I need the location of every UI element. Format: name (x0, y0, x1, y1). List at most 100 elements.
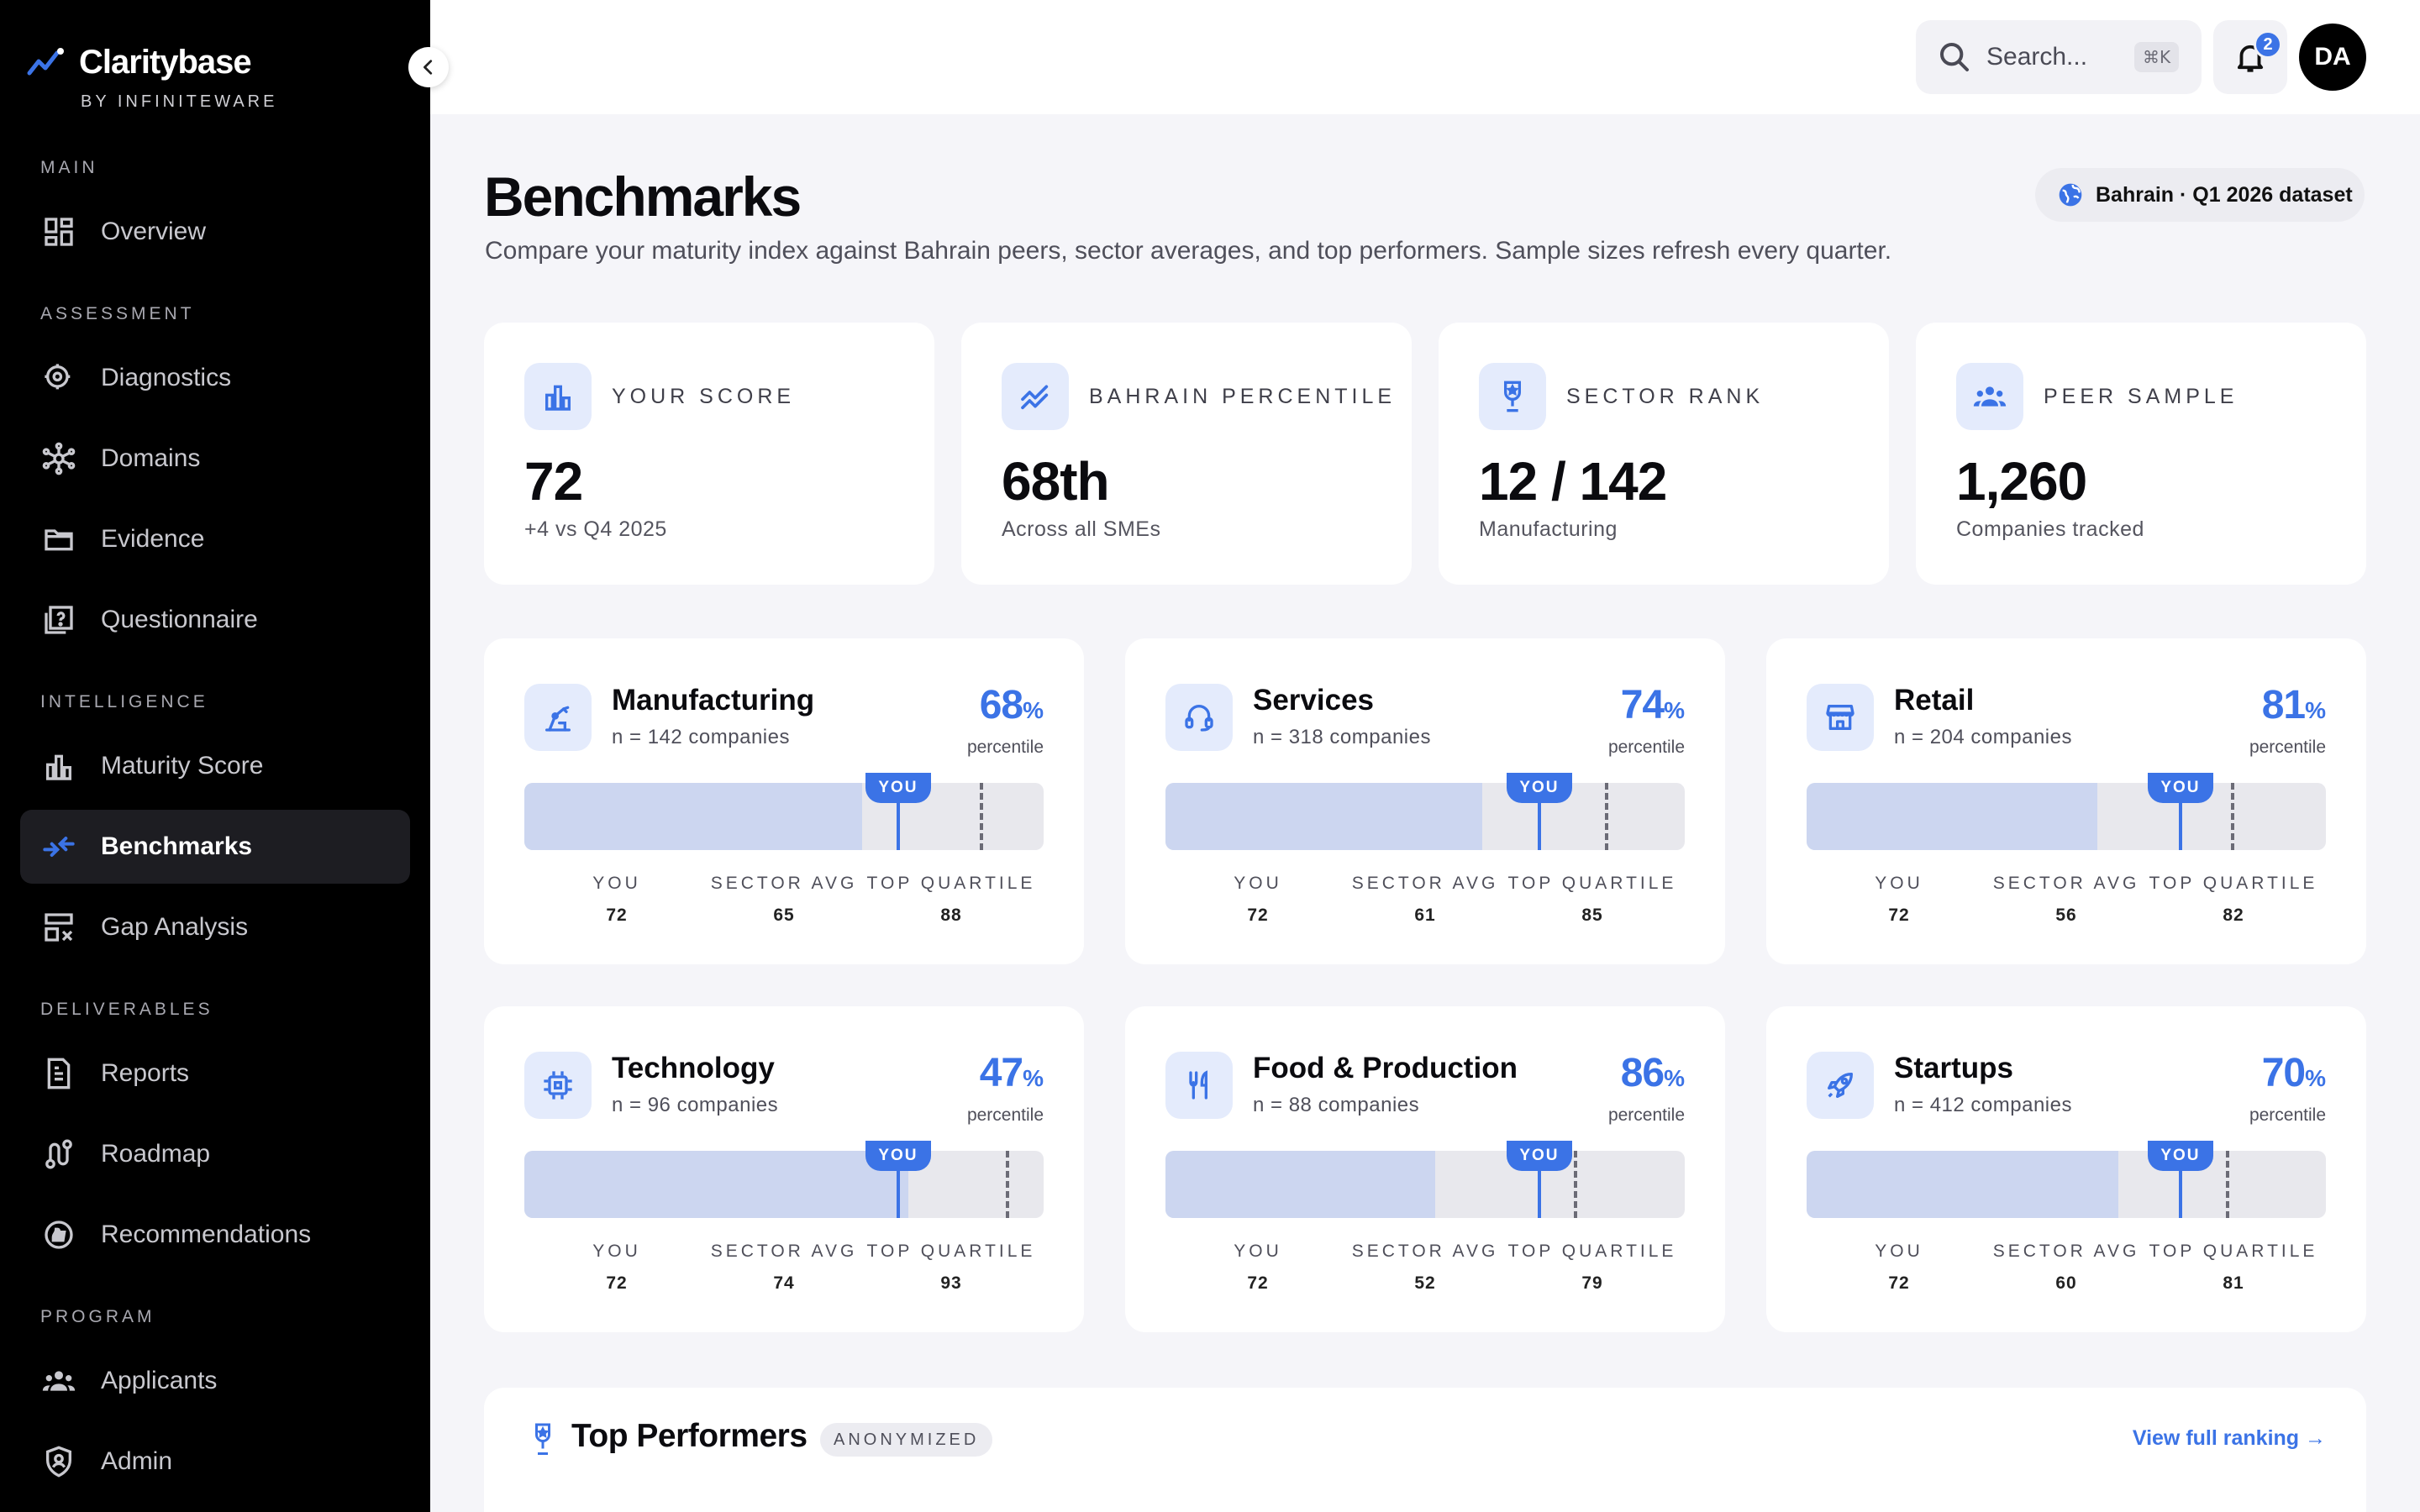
legend-label: YOU (1875, 874, 1923, 893)
notifications-button[interactable]: 2 (2213, 20, 2287, 94)
sidebar-item-questionnaire[interactable]: Questionnaire (20, 583, 410, 657)
legend-label: YOU (1234, 1242, 1282, 1261)
sidebar-item-evidence[interactable]: Evidence (20, 502, 410, 576)
legend-sector-avg: SECTOR AVG 65 (692, 874, 876, 926)
sector-percentile-label: percentile (966, 1105, 1044, 1125)
utensils-icon (1165, 1052, 1233, 1119)
search-box[interactable]: ⌘K (1916, 20, 2202, 94)
sidebar-item-admin[interactable]: Admin (20, 1425, 410, 1499)
view-full-ranking-link[interactable]: View full ranking → (2132, 1426, 2326, 1450)
sector-percentile: 74% (1621, 682, 1685, 728)
legend-value: 81 (2223, 1273, 2244, 1293)
sector-percentile-value: 81 (2261, 683, 2306, 727)
top-quartile-marker (979, 783, 983, 850)
sidebar-item-reports[interactable]: Reports (20, 1037, 410, 1110)
sidebar-item-gap-analysis[interactable]: Gap Analysis (20, 890, 410, 964)
sector-percentile: 81% (2262, 682, 2326, 728)
sector-sample-size: n = 96 companies (612, 1094, 779, 1116)
stat-caption: Across all SMEs (1002, 517, 1161, 541)
sector-card-food-production[interactable]: Food & Production n = 88 companies 86% p… (1125, 1006, 1725, 1332)
sidebar-item-overview[interactable]: Overview (20, 195, 410, 269)
question-icon (40, 601, 77, 638)
sidebar-item-maturity-score[interactable]: Maturity Score (20, 729, 410, 803)
sector-card-retail[interactable]: Retail n = 204 companies 81% percentile … (1766, 638, 2366, 964)
sidebar-item-label: Roadmap (101, 1140, 211, 1168)
your-score-marker (2178, 1151, 2182, 1218)
legend-sector-avg: SECTOR AVG 60 (1974, 1242, 2159, 1294)
stat-label: YOUR SCORE (612, 385, 796, 408)
collapse-sidebar-button[interactable] (408, 47, 449, 87)
people-icon (40, 1362, 77, 1399)
sector-avg-fill (1807, 1151, 2118, 1218)
sector-avg-fill (1165, 1151, 1436, 1218)
stat-caption: +4 vs Q4 2025 (524, 517, 667, 541)
bell-icon (2237, 45, 2264, 72)
sidebar-item-diagnostics[interactable]: Diagnostics (20, 341, 410, 415)
your-score-marker (896, 1151, 900, 1218)
grid-icon (40, 213, 77, 250)
legend-value: 52 (1414, 1273, 1436, 1293)
your-score-tag: YOU (2147, 773, 2213, 803)
user-avatar[interactable]: DA (2299, 24, 2366, 91)
search-input[interactable] (1986, 43, 2129, 71)
legend-value: 72 (1247, 906, 1269, 925)
sidebar-item-domains[interactable]: Domains (20, 422, 410, 496)
legend-label: SECTOR AVG (1351, 874, 1499, 893)
legend-label: SECTOR AVG (1351, 1242, 1499, 1261)
legend-value: 79 (1581, 1273, 1603, 1293)
document-icon (40, 1055, 77, 1092)
route-icon (40, 1136, 77, 1173)
legend-label: TOP QUARTILE (866, 1242, 1036, 1261)
sector-avg-fill (1807, 783, 2098, 850)
network-icon (40, 440, 77, 477)
shield-user-icon (40, 1443, 77, 1480)
legend-label: TOP QUARTILE (866, 874, 1036, 893)
award-icon (1479, 363, 1546, 430)
sector-percentile-label: percentile (2249, 738, 2326, 757)
legend-top-quartile: TOP QUARTILE 81 (2141, 1242, 2326, 1294)
sidebar-item-label: Gap Analysis (101, 913, 249, 941)
dataset-selector[interactable]: Bahrain · Q1 2026 dataset (2035, 168, 2365, 222)
brand-subtitle: BY INFINITEWARE (81, 92, 278, 111)
factory-icon (524, 684, 592, 751)
sector-percentile-value: 47 (979, 1051, 1023, 1095)
legend-label: YOU (592, 874, 641, 893)
rocket-icon (1807, 1052, 1874, 1119)
sidebar-item-applicants[interactable]: Applicants (20, 1344, 410, 1418)
sector-sample-size: n = 88 companies (1253, 1094, 1420, 1116)
sidebar-item-recommendations[interactable]: Recommendations (20, 1198, 410, 1272)
sidebar-item-label: Recommendations (101, 1221, 312, 1248)
legend-value: 72 (1247, 1273, 1269, 1293)
your-score-tag: YOU (1506, 773, 1572, 803)
sidebar-item-label: Reports (101, 1059, 190, 1087)
sector-percentile-value: 74 (1620, 683, 1665, 727)
your-score-tag: YOU (1506, 1141, 1572, 1171)
legend-label: TOP QUARTILE (2149, 1242, 2318, 1261)
legend-sector-avg: SECTOR AVG 52 (1333, 1242, 1518, 1294)
percent-symbol: % (1664, 1065, 1685, 1091)
brand[interactable]: Claritybase (27, 44, 252, 81)
sector-card-manufacturing[interactable]: Manufacturing n = 142 companies 68% perc… (484, 638, 1084, 964)
benchmark-bar: YOU (524, 1141, 1044, 1218)
group-icon (1956, 363, 2023, 430)
nav-section-program: PROGRAM (40, 1307, 155, 1326)
sidebar-item-benchmarks[interactable]: Benchmarks (20, 810, 410, 884)
percent-symbol: % (1023, 697, 1044, 723)
sector-card-services[interactable]: Services n = 318 companies 74% percentil… (1125, 638, 1725, 964)
sector-name: Technology (612, 1052, 775, 1084)
percent-symbol: % (1023, 1065, 1044, 1091)
legend-top-quartile: TOP QUARTILE 93 (859, 1242, 1044, 1294)
sidebar-item-label: Maturity Score (101, 752, 264, 780)
legend-value: 72 (1888, 1273, 1910, 1293)
sector-card-technology[interactable]: Technology n = 96 companies 47% percenti… (484, 1006, 1084, 1332)
sidebar-item-roadmap[interactable]: Roadmap (20, 1117, 410, 1191)
search-icon (1940, 43, 1969, 71)
sector-percentile-label: percentile (1607, 738, 1685, 757)
benchmark-bar: YOU (1807, 773, 2326, 850)
your-score-tag: YOU (865, 773, 931, 803)
sector-sample-size: n = 318 companies (1253, 726, 1431, 748)
sidebar-item-label: Questionnaire (101, 606, 258, 633)
sector-card-startups[interactable]: Startups n = 412 companies 70% percentil… (1766, 1006, 2366, 1332)
stat-label: SECTOR RANK (1566, 385, 1765, 408)
sector-avg-fill (524, 783, 862, 850)
